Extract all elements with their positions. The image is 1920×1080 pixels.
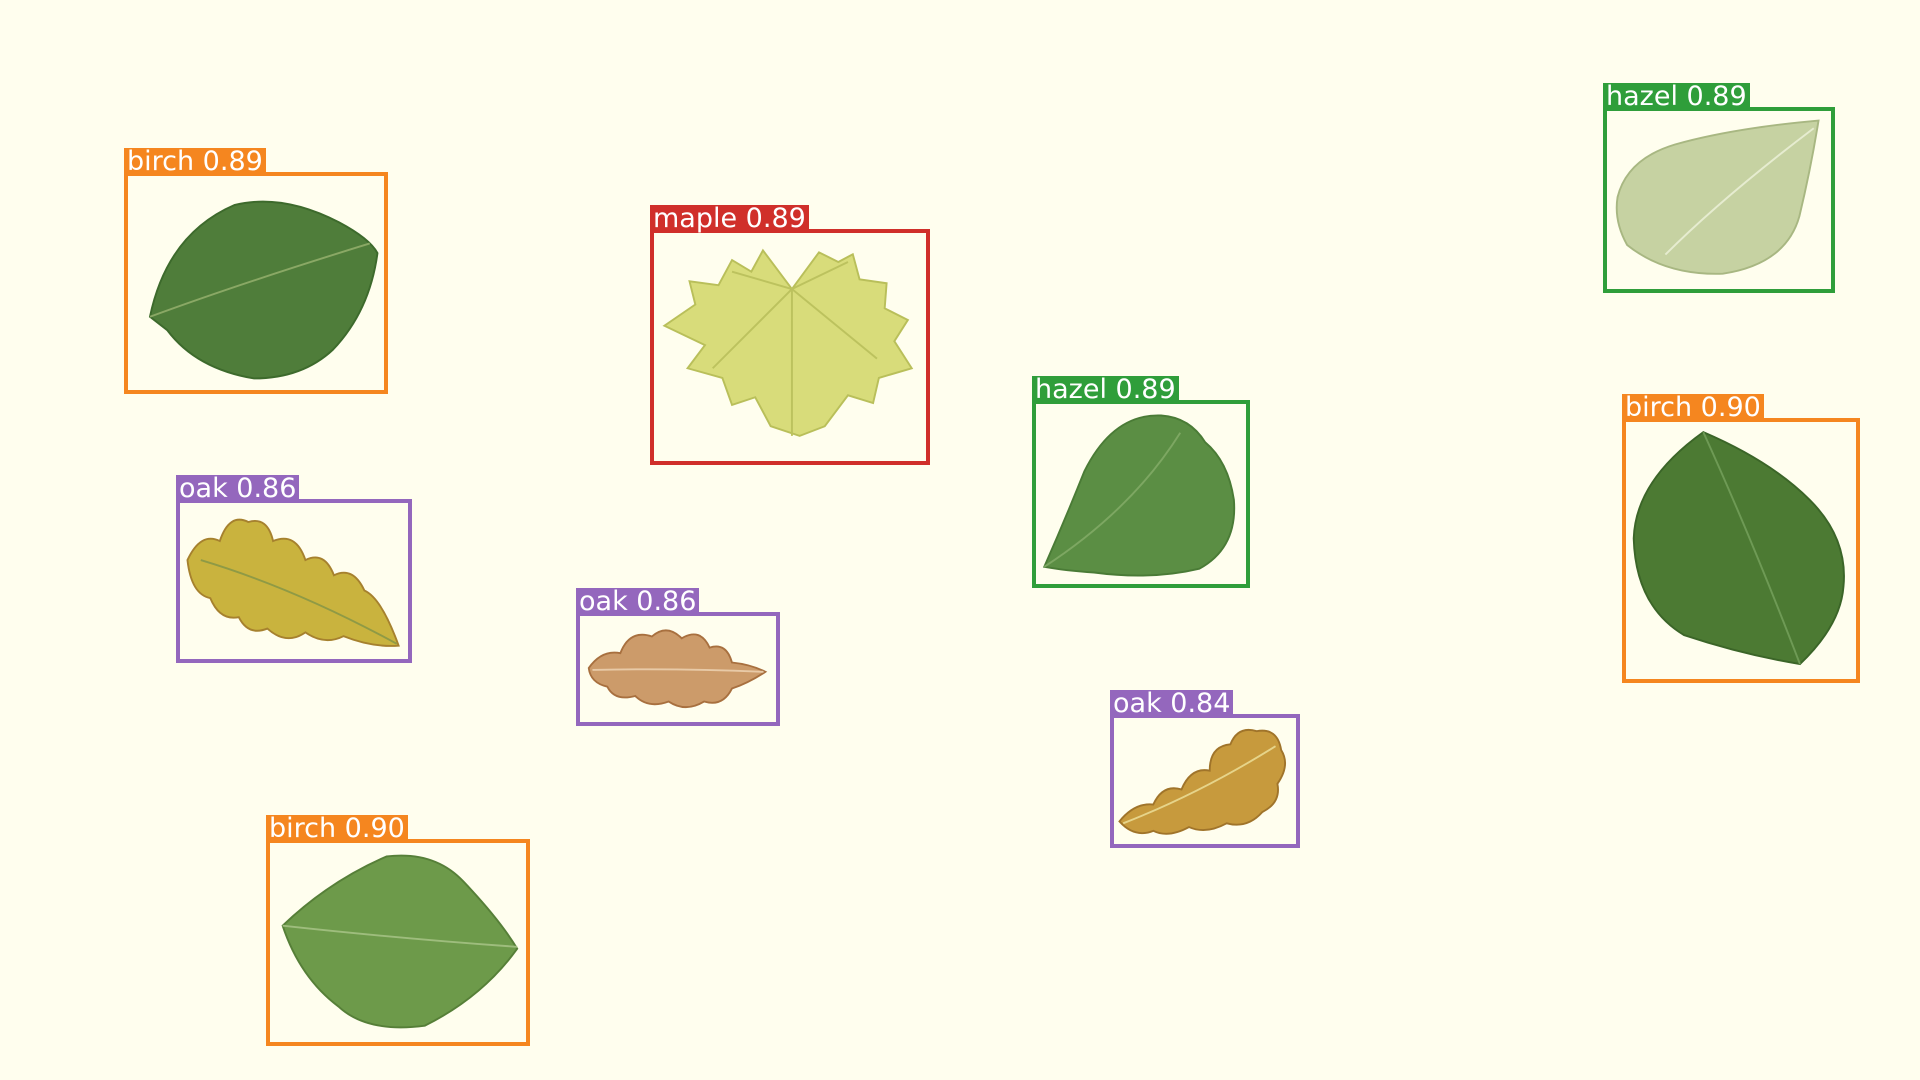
detection-box-oak-1: oak 0.86 (176, 475, 412, 663)
birch-leaf-icon (1632, 431, 1845, 666)
detection-label: oak 0.86 (576, 588, 700, 615)
detection-label: birch 0.90 (266, 815, 408, 842)
birch-leaf-icon (281, 854, 519, 1029)
oak-leaf-icon (587, 629, 768, 709)
oak-leaf-icon (1118, 728, 1286, 835)
birch-leaf-icon (148, 200, 379, 380)
hazel-leaf-icon (1615, 119, 1820, 275)
detection-box-oak-2: oak 0.86 (576, 588, 780, 726)
detection-label: oak 0.86 (176, 475, 300, 502)
detection-box-birch-3: birch 0.90 (266, 815, 530, 1046)
detection-label: hazel 0.89 (1603, 83, 1750, 110)
detection-box-birch-1: birch 0.89 (124, 148, 388, 394)
detection-box-birch-2: birch 0.90 (1622, 394, 1860, 683)
detection-label: birch 0.90 (1622, 394, 1764, 421)
detection-label: birch 0.89 (124, 148, 266, 175)
detection-box-maple-1: maple 0.89 (650, 205, 930, 465)
detection-box-hazel-2: hazel 0.89 (1032, 376, 1250, 588)
detection-box-hazel-1: hazel 0.89 (1603, 83, 1835, 293)
detection-label: maple 0.89 (650, 205, 809, 232)
oak-leaf-icon (186, 518, 400, 647)
maple-leaf-icon (662, 248, 914, 437)
detection-label: oak 0.84 (1110, 690, 1234, 717)
hazel-leaf-icon (1042, 414, 1236, 577)
detection-label: hazel 0.89 (1032, 376, 1179, 403)
detection-box-oak-3: oak 0.84 (1110, 690, 1300, 848)
